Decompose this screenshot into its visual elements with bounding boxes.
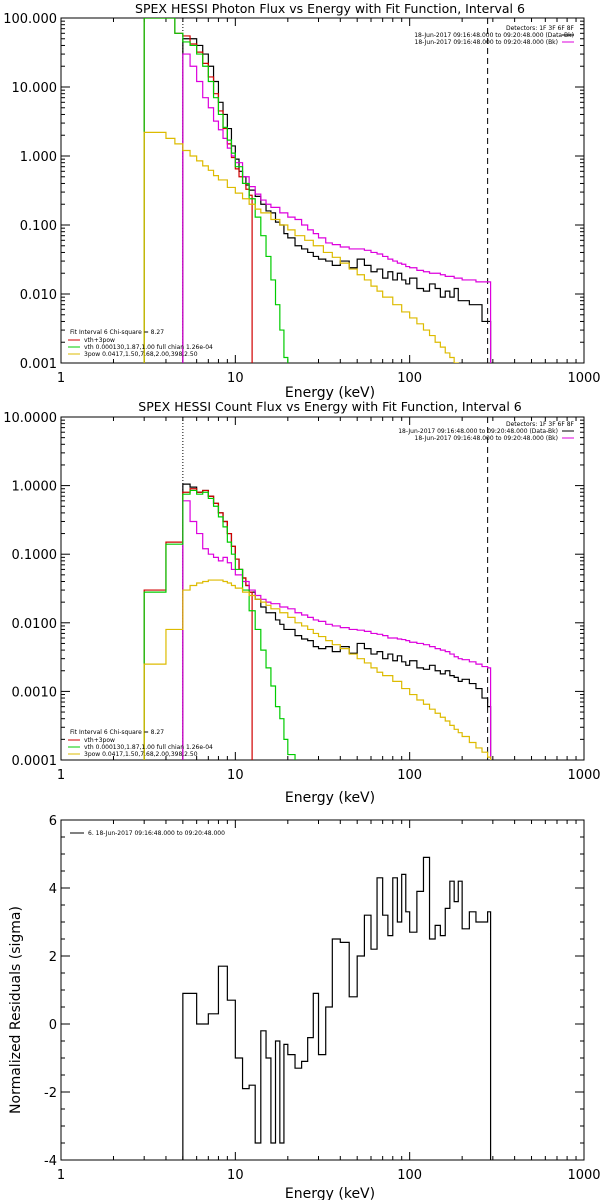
count-flux-fit-legend-3: 3pow 0.0417,1.50,7.68,2.00,398,2.50 xyxy=(84,751,198,758)
photon-flux-detectors: Detectors: 1F 3F 6F 8F xyxy=(506,25,575,32)
photon-flux-series-vth xyxy=(143,18,289,363)
residuals-y-tick-label: -2 xyxy=(44,1086,57,1101)
photon-flux-x-tick-label: 1000 xyxy=(567,371,600,386)
count-flux-y-tick-label: 0.1000 xyxy=(12,548,58,563)
count-flux-title: SPEX HESSI Count Flux vs Energy with Fit… xyxy=(138,399,521,414)
photon-flux-x-tick-label: 10 xyxy=(227,371,244,386)
photon-flux-panel: SPEX HESSI Photon Flux vs Energy with Fi… xyxy=(3,1,600,401)
photon-flux-header-line1: 18-Jun-2017 09:16:48.000 to 09:20:48.000… xyxy=(414,32,574,39)
count-flux-fit-legend-2: vth 0.000130,1.87,1.00 full chian 1.26e-… xyxy=(84,744,213,751)
photon-flux-y-tick-label: 10.000 xyxy=(12,81,58,96)
count-flux-x-tick-label: 1000 xyxy=(567,768,600,783)
residuals-x-tick-label: 1000 xyxy=(567,1168,600,1183)
photon-flux-y-tick-label: 0.100 xyxy=(20,219,57,234)
residuals-plot: 1 10 100 1000 -4 -2 0 2 4 6 xyxy=(44,814,600,1183)
count-flux-y-tick-label: 10.0000 xyxy=(3,411,57,426)
residuals-panel: 1 10 100 1000 -4 -2 0 2 4 6 Energy (keV) Normaliz… xyxy=(8,814,600,1200)
residuals-y-tick-label: -4 xyxy=(44,1154,57,1169)
photon-flux-header-line2: 18-Jun-2017 09:16:48.000 to 09:20:48.000… xyxy=(415,39,558,46)
count-flux-y-tick-label: 1.0000 xyxy=(12,480,58,495)
photon-flux-title: SPEX HESSI Photon Flux vs Energy with Fi… xyxy=(135,1,525,16)
count-flux-y-tick-label: 0.0010 xyxy=(12,685,58,700)
count-flux-series-data-bk xyxy=(182,483,492,760)
photon-flux-x-axis-label: Energy (keV) xyxy=(285,385,375,401)
photon-flux-fit-legend-2: vth 0.000130,1.87,1.00 full chian 1.26e-… xyxy=(84,344,213,351)
count-flux-series-vth-3pow xyxy=(143,488,253,760)
photon-flux-y-tick-label: 100.000 xyxy=(3,12,57,27)
residuals-x-tick-label: 100 xyxy=(397,1168,422,1183)
count-flux-plot-frame xyxy=(60,416,585,761)
count-flux-x-tick-label: 10 xyxy=(227,768,244,783)
residuals-y-tick-label: 4 xyxy=(49,882,57,897)
count-flux-y-tick-label: 0.0001 xyxy=(12,754,58,769)
photon-flux-y-tick-label: 0.010 xyxy=(20,288,57,303)
residuals-x-tick-label: 1 xyxy=(57,1168,65,1183)
count-flux-y-tick-label: 0.0100 xyxy=(12,617,58,632)
photon-flux-y-tick-label: 0.001 xyxy=(20,357,57,372)
photon-flux-fit-legend-0: Fit Interval 6 Chi-square = 8.27 xyxy=(70,329,164,336)
residuals-x-tick-label: 10 xyxy=(227,1168,244,1183)
photon-flux-series-data-bk xyxy=(182,38,492,363)
photon-flux-series-3pow xyxy=(143,131,459,363)
count-flux-panel: SPEX HESSI Count Flux vs Energy with Fit… xyxy=(3,399,600,806)
count-flux-header-line2: 18-Jun-2017 09:16:48.000 to 09:20:48.000… xyxy=(415,435,558,442)
residuals-y-tick-label: 0 xyxy=(49,1018,57,1033)
count-flux-plot: 1 10 100 1000 0.0001 0.0010 0.0100 0.1000 1.0000… xyxy=(3,411,600,783)
photon-flux-plot: 1 10 100 1000 0.001 0.010 0.100 1.000 10.000 100.… xyxy=(3,12,600,386)
photon-flux-x-tick-label: 1 xyxy=(57,371,65,386)
photon-flux-fit-legend-1: vth+3pow xyxy=(84,337,115,344)
count-flux-detectors: Detectors: 1F 3F 6F 8F xyxy=(506,421,575,428)
residuals-y-axis-label: Normalized Residuals (sigma) xyxy=(8,906,24,1114)
photon-flux-y-tick-label: 1.000 xyxy=(20,150,57,165)
photon-flux-x-tick-label: 100 xyxy=(397,371,422,386)
count-flux-series-3pow xyxy=(143,579,492,760)
residuals-y-tick-label: 6 xyxy=(49,814,57,829)
photon-flux-series-bk xyxy=(182,53,492,363)
residuals-plot-frame xyxy=(60,819,585,1161)
count-flux-header-line1: 18-Jun-2017 09:16:48.000 to 09:20:48.000… xyxy=(398,428,558,435)
photon-flux-plot-frame xyxy=(60,17,585,364)
residuals-x-axis-label: Energy (keV) xyxy=(285,1186,375,1200)
count-flux-series-bk xyxy=(182,500,492,760)
residuals-legend: 6. 18-Jun-2017 09:16:48.000 to 09:20:48.… xyxy=(88,830,225,837)
count-flux-fit-legend-1: vth+3pow xyxy=(84,737,115,744)
residuals-series-6-18-jun-2017-09-16-48-0 xyxy=(182,856,492,1160)
residuals-y-tick-label: 2 xyxy=(49,950,57,965)
count-flux-x-tick-label: 100 xyxy=(397,768,422,783)
count-flux-fit-legend-0: Fit Interval 6 Chi-square = 8.27 xyxy=(70,729,164,736)
count-flux-x-axis-label: Energy (keV) xyxy=(285,790,375,806)
photon-flux-fit-legend-3: 3pow 0.0417,1.50,7.68,2.00,398,2.50 xyxy=(84,351,198,358)
count-flux-x-tick-label: 1 xyxy=(57,768,65,783)
count-flux-series-vth xyxy=(143,489,296,760)
